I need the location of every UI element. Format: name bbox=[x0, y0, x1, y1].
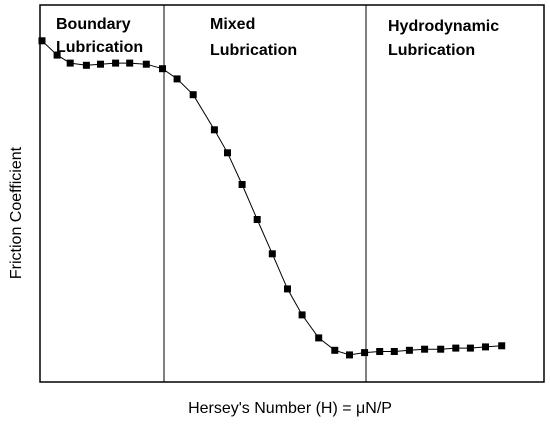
data-point-30 bbox=[482, 343, 489, 351]
region-label-hydrodynamic-line2: Lubrication bbox=[388, 42, 475, 59]
data-point-4 bbox=[82, 61, 90, 69]
series-layer bbox=[38, 37, 506, 359]
data-point-14 bbox=[238, 181, 246, 188]
data-point-9 bbox=[159, 65, 166, 73]
data-point-17 bbox=[284, 285, 291, 293]
data-point-29 bbox=[466, 344, 474, 352]
data-point-28 bbox=[452, 344, 460, 352]
data-point-24 bbox=[390, 348, 398, 355]
data-point-23 bbox=[376, 348, 384, 355]
data-point-25 bbox=[405, 346, 413, 354]
x-axis-label: Hersey's Number (H) = μN/P bbox=[188, 400, 392, 417]
data-point-15 bbox=[253, 216, 261, 223]
data-point-31 bbox=[498, 342, 506, 350]
series-line bbox=[41, 40, 502, 356]
data-point-3 bbox=[66, 59, 74, 67]
region-label-hydrodynamic-line1: Hydrodynamic bbox=[388, 18, 499, 35]
data-point-11 bbox=[189, 91, 197, 99]
data-point-13 bbox=[224, 149, 231, 157]
region-label-boundary-line2: Lubrication bbox=[56, 39, 143, 56]
data-point-18 bbox=[298, 311, 306, 319]
data-point-8 bbox=[142, 60, 150, 68]
region-label-boundary-line1: Boundary bbox=[56, 16, 131, 33]
data-point-10 bbox=[173, 75, 181, 83]
data-point-5 bbox=[97, 60, 104, 68]
data-point-20 bbox=[331, 346, 339, 354]
data-point-19 bbox=[315, 334, 323, 342]
data-point-27 bbox=[437, 345, 445, 353]
data-point-7 bbox=[126, 59, 134, 67]
data-point-1 bbox=[38, 37, 46, 45]
plot-frame bbox=[39, 4, 545, 383]
data-point-26 bbox=[421, 345, 429, 353]
region-label-mixed-line2: Lubrication bbox=[210, 42, 297, 59]
region-label-mixed-line1: Mixed bbox=[210, 16, 255, 33]
data-point-16 bbox=[268, 250, 276, 258]
y-axis-label: Friction Coefficient bbox=[8, 146, 25, 279]
data-point-12 bbox=[210, 126, 218, 134]
data-point-6 bbox=[112, 59, 120, 67]
data-point-21 bbox=[346, 351, 353, 359]
data-point-2 bbox=[53, 51, 61, 59]
data-point-22 bbox=[361, 349, 369, 357]
